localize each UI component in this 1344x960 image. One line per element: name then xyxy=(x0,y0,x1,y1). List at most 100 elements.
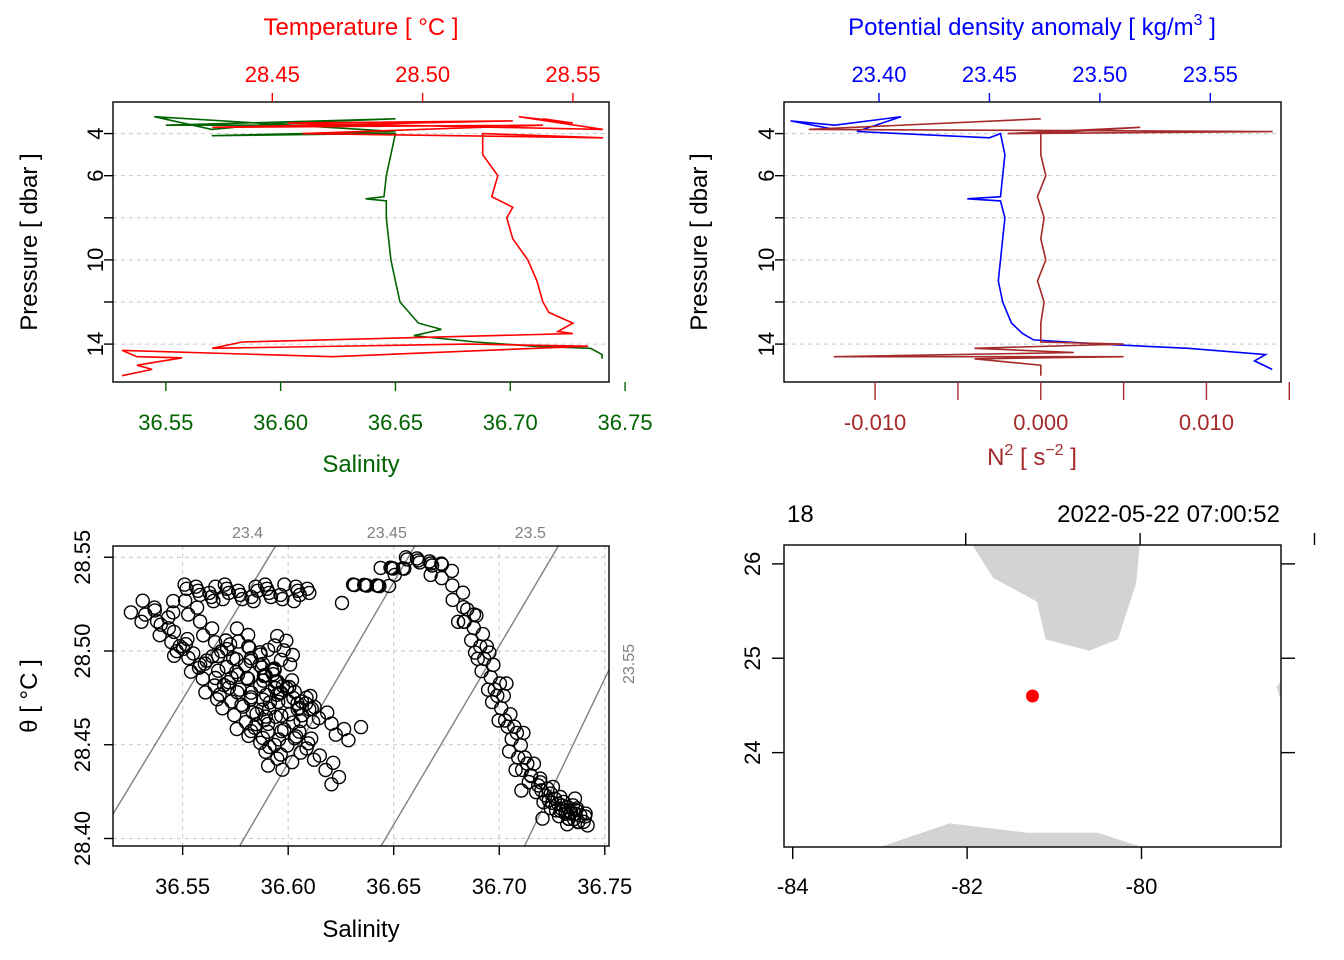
ts-point xyxy=(445,592,460,608)
ts-point xyxy=(243,650,259,666)
ts-point xyxy=(262,695,278,710)
ts-point xyxy=(475,626,491,642)
ts-point xyxy=(207,678,222,693)
ts-point xyxy=(456,600,471,615)
profile-temperature-salinity-panel: 28.45 28.50 28.55 36.55 36.60 36.65 36.70 36.7… xyxy=(16,14,653,478)
p3-theta-axis: 28.40 28.45 28.50 28.55 xyxy=(70,530,113,866)
p2-density-tick-label: 23.50 xyxy=(1072,62,1127,87)
ts-point xyxy=(423,567,438,583)
p2-density-tick-label: 23.55 xyxy=(1183,62,1238,87)
ts-point xyxy=(165,605,181,620)
p2-density-tick-label: 23.45 xyxy=(962,62,1017,87)
ts-point xyxy=(232,682,248,697)
isopycnal-label: 23.4 xyxy=(232,525,263,542)
ts-point xyxy=(494,701,509,716)
ts-point xyxy=(282,657,298,672)
p4-longitude-tick-label: -82 xyxy=(951,874,983,899)
ts-point xyxy=(304,731,319,746)
p1-salinity-tick-label: 36.65 xyxy=(368,410,423,435)
p3-theta-tick-label: 28.40 xyxy=(70,811,95,866)
ts-point xyxy=(229,652,244,667)
ts-point xyxy=(284,754,300,770)
ts-point xyxy=(275,762,290,777)
ts-point xyxy=(239,670,255,686)
ts-point xyxy=(334,595,350,611)
ts-point xyxy=(166,624,182,640)
p1-plot-frame xyxy=(112,101,610,383)
p3-isopycnal-labels: 23.4 23.45 23.5 23.55 xyxy=(232,525,638,684)
ts-point xyxy=(160,610,176,625)
p1-gridlines xyxy=(113,133,609,345)
p2-pressure-axis: 4 6 10 14 xyxy=(754,127,784,356)
ts-point xyxy=(271,732,287,747)
p2-pressure-axis-title: Pressure [ dbar ] xyxy=(686,153,713,330)
ts-point xyxy=(445,578,460,593)
ts-point xyxy=(535,811,550,826)
p1-pressure-axis-title: Pressure [ dbar ] xyxy=(16,153,43,330)
ts-point xyxy=(292,587,307,603)
ts-point xyxy=(147,603,163,618)
ts-point xyxy=(206,593,221,609)
land-polygon xyxy=(1276,681,1281,701)
ts-point xyxy=(568,806,583,821)
ts-point xyxy=(208,670,223,686)
ts-point xyxy=(483,670,498,685)
ts-point xyxy=(250,583,265,598)
ts-point xyxy=(543,786,558,801)
ts-point xyxy=(246,593,261,609)
ts-point xyxy=(566,811,582,827)
ts-point xyxy=(230,685,245,700)
ts-point xyxy=(545,795,560,810)
ts-point xyxy=(450,614,466,629)
p2-density-tick-label: 23.40 xyxy=(851,62,906,87)
ts-point xyxy=(292,724,307,739)
ts-point xyxy=(189,600,205,615)
ts-point xyxy=(277,577,292,592)
ts-point xyxy=(521,774,536,790)
ts-point xyxy=(434,556,449,571)
p4-latitude-tick-label: 24 xyxy=(740,740,765,764)
p4-latitude-axis: 24 25 26 xyxy=(740,552,784,765)
ts-point xyxy=(134,614,149,629)
p3-theta-axis-title: θ [ °C ] xyxy=(16,659,43,733)
p2-n2-title-main: N xyxy=(987,444,1004,471)
p2-density-axis: 23.40 23.45 23.50 23.55 xyxy=(851,62,1238,102)
ts-point xyxy=(267,638,282,653)
ts-point xyxy=(258,709,274,724)
p2-n2-tick-label: 0.000 xyxy=(1013,410,1068,435)
p2-series xyxy=(790,115,1273,376)
land-polygon xyxy=(972,545,1140,651)
ts-point xyxy=(255,702,270,717)
ts-point xyxy=(177,593,193,608)
p1-salinity-axis-title: Salinity xyxy=(322,451,399,478)
ts-point xyxy=(353,719,369,735)
ts-point xyxy=(302,702,317,717)
ts-point xyxy=(221,585,237,601)
p1-temperature-axis-title: Temperature [ °C ] xyxy=(264,14,459,41)
ts-point xyxy=(324,777,339,792)
ts-point xyxy=(179,581,194,596)
p4-latitude-axis-right xyxy=(1281,563,1295,754)
p4-land xyxy=(879,545,1281,847)
ts-point xyxy=(302,585,317,601)
ts-point xyxy=(243,685,259,700)
p1-salinity-tick-label: 36.60 xyxy=(253,410,308,435)
p1-pressure-tick-label: 6 xyxy=(83,170,108,182)
ts-point xyxy=(341,733,356,748)
isopycnal-line xyxy=(239,546,416,846)
p3-scatter-points xyxy=(123,550,595,833)
p3-salinity-tick-label: 36.65 xyxy=(366,874,421,899)
ts-point xyxy=(424,558,440,573)
station-marker xyxy=(1026,689,1039,703)
ts-point xyxy=(569,801,585,816)
ts-point xyxy=(204,621,220,636)
p1-pressure-tick-label: 10 xyxy=(83,248,108,272)
p2-n2-axis-title: N2 [ s−2 ] xyxy=(987,442,1077,471)
p1-salinity-tick-label: 36.75 xyxy=(598,410,653,435)
ts-point xyxy=(311,710,327,726)
ts-point xyxy=(205,649,220,664)
ts-point xyxy=(326,755,341,770)
ts-point xyxy=(208,579,223,594)
ts-point xyxy=(444,563,460,579)
p2-n2-axis: -0.010 0.000 0.010 xyxy=(844,382,1290,435)
